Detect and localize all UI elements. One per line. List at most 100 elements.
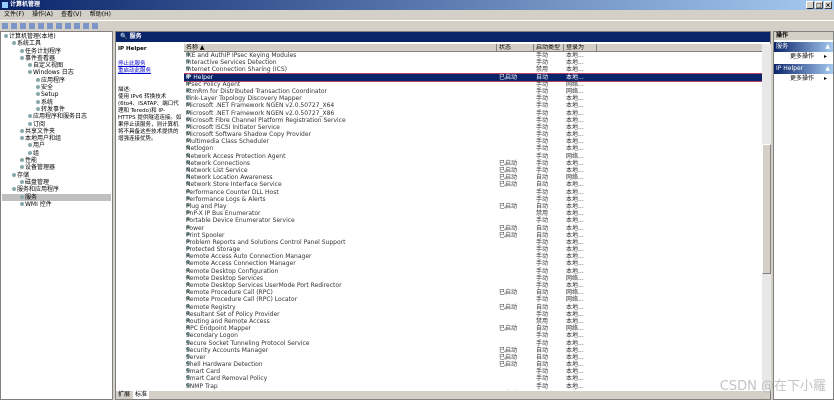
column-name[interactable]: 名称 ▲ [184,44,497,52]
service-row[interactable]: Smart Card Removal Policy 手动 本地... [184,375,762,382]
tree-item[interactable]: 事件查看器 [2,55,111,62]
service-row[interactable]: Security Accounts Manager 已启动 自动 本地... [184,346,762,354]
tree-item[interactable]: WMI 控件 [2,201,111,208]
service-row[interactable]: Microsoft .NET Framework NGEN v2.0.50727… [184,102,762,109]
restart-service-link[interactable]: 重启动此服务 [118,68,152,74]
service-row[interactable]: IPsec Policy Agent 手动 网络... [184,80,762,88]
tree-item[interactable]: 用户 [2,142,111,149]
service-row[interactable]: Secure Socket Tunneling Protocol Service… [184,339,762,347]
service-row[interactable]: Microsoft Software Shadow Copy Provider 手… [184,131,762,138]
service-row[interactable]: Multimedia Class Scheduler 手动 本地... [184,138,762,145]
tree-item[interactable]: 共享文件夹 [2,128,111,135]
help-icon[interactable] [56,23,62,29]
tree-item[interactable]: Windows 日志 [2,69,111,76]
collapse-icon[interactable]: ▲ [825,65,830,72]
tab-extended[interactable]: 扩展 [118,391,131,398]
tree-item[interactable]: 订阅 [2,121,111,128]
tree-item[interactable]: 应用程序和服务日志 [2,113,111,120]
actions-section-services[interactable]: 服务 ▲ [774,42,833,52]
more-actions-services[interactable]: 更多操作 ▸ [774,52,833,62]
service-row[interactable]: Remote Procedure Call (RPC) Locator 手动 网络.… [184,296,762,303]
service-row[interactable]: SNMP Trap 手动 本地... [184,382,762,390]
service-row[interactable]: Shell Hardware Detection 已启动 自动 本地... [184,361,762,368]
service-row[interactable]: Performance Logs & Alerts 手动 本地... [184,195,762,203]
service-row[interactable]: Remote Desktop Configuration 手动 本地... [184,267,762,275]
service-row[interactable]: Protected Storage 手动 本地... [184,246,762,253]
stop-icon[interactable] [74,23,80,29]
service-row[interactable]: IP Helper 已启动 自动 本地... [184,72,762,82]
service-row[interactable]: Internet Connection Sharing (ICS) 禁用 本地... [184,66,762,73]
back-icon[interactable] [2,23,8,29]
service-row[interactable]: Network Connections 已启动 手动 本地... [184,159,762,167]
start-icon[interactable] [65,23,71,29]
service-row[interactable]: Power 已启动 自动 本地... [184,224,762,232]
tree-item[interactable]: 转发事件 [2,106,111,113]
service-row[interactable]: Server 已启动 自动 本地... [184,353,762,361]
service-row[interactable]: Resultant Set of Policy Provider 手动 本地... [184,310,762,318]
service-row[interactable]: Network Access Protection Agent 手动 网络... [184,152,762,160]
actions-section-ip-helper[interactable]: IP Helper ▲ [774,64,833,74]
service-row[interactable]: Interactive Services Detection 手动 本地... [184,59,762,66]
column-status[interactable]: 状态 [497,44,534,52]
tree-item[interactable]: 自定义视图 [2,62,111,69]
tree-item[interactable]: 计算机管理(本地) [2,33,111,40]
minimize-button[interactable]: _ [806,1,814,9]
tree-item[interactable]: 本地用户和组 [2,135,111,142]
maximize-button[interactable]: □ [815,1,823,9]
service-row[interactable]: Smart Card 手动 本地... [184,368,762,375]
service-row[interactable]: Remote Access Connection Manager 手动 本地... [184,260,762,267]
up-icon[interactable] [20,23,26,29]
service-row[interactable]: Secondary Logon 手动 本地... [184,332,762,339]
service-row[interactable]: Print Spooler 已启动 自动 本地... [184,231,762,239]
menu-view[interactable]: 查看(V) [60,11,82,18]
tree-item[interactable]: 服务 [2,193,111,201]
service-row[interactable]: Portable Device Enumerator Service 手动 本地..… [184,217,762,224]
restart-icon[interactable] [92,23,98,29]
service-row[interactable]: Remote Desktop Services 手动 网络... [184,274,762,282]
tree-item[interactable]: 磁盘管理 [2,179,111,186]
collapse-icon[interactable]: ▲ [825,43,830,50]
refresh-icon[interactable] [38,23,44,29]
tree-item[interactable]: 任务计划程序 [2,48,111,55]
more-actions-ip-helper[interactable]: 更多操作 ▸ [774,74,833,84]
menu-help[interactable]: 帮助(H) [89,11,111,18]
vertical-scrollbar[interactable] [762,44,771,390]
menu-file[interactable]: 文件(F) [4,11,25,18]
service-row[interactable]: Link-Layer Topology Discovery Mapper 手动 本地… [184,95,762,102]
service-row[interactable]: PnP-X IP Bus Enumerator 禁用 本地... [184,210,762,217]
service-row[interactable]: Plug and Play 已启动 自动 本地... [184,202,762,210]
tree-item[interactable]: 性能 [2,157,111,164]
service-row[interactable]: Performance Counter DLL Host 手动 本地... [184,188,762,196]
service-row[interactable]: Routing and Remote Access 禁用 本地... [184,317,762,325]
service-row[interactable]: Network Store Interface Service 已启动 自动 本地..… [184,181,762,188]
service-row[interactable]: IKE and AuthIP IPsec Keying Modules 手动 本地.… [184,52,762,59]
service-row[interactable]: Microsoft Fibre Channel Platform Registr… [184,116,762,124]
service-row[interactable]: Remote Desktop Services UserMode Port Re… [184,282,762,289]
export-icon[interactable] [47,23,53,29]
tree-item[interactable]: 服务和应用程序 [2,186,111,193]
tree-item[interactable]: 安全 [2,84,111,91]
tree-item[interactable]: 存储 [2,172,111,179]
tree-item[interactable]: 系统工具 [2,40,111,47]
stop-service-link[interactable]: 停止此服务 [118,61,146,67]
tree-item[interactable]: 设备管理器 [2,164,111,171]
tree-item[interactable]: 系统 [2,99,111,106]
column-startup-type[interactable]: 启动类型 [534,44,564,52]
tree-item[interactable]: 应用程序 [2,77,111,84]
tree-item[interactable]: Setup [2,91,111,98]
service-row[interactable]: Network List Service 已启动 手动 本地... [184,167,762,174]
forward-icon[interactable] [11,23,17,29]
tree-item[interactable]: 组 [2,150,111,157]
column-logon-as[interactable]: 登录为 [564,44,597,52]
close-button[interactable]: × [824,1,832,9]
service-row[interactable]: Problem Reports and Solutions Control Pa… [184,238,762,246]
show-tree-icon[interactable] [29,23,35,29]
service-row[interactable]: Microsoft iSCSI Initiator Service 手动 本地... [184,123,762,131]
menu-action[interactable]: 操作(A) [32,11,53,18]
service-row[interactable]: Network Location Awareness 已启动 自动 网络... [184,174,762,181]
service-row[interactable]: Remote Procedure Call (RPC) 已启动 自动 网络... [184,289,762,296]
service-row[interactable]: Remote Access Auto Connection Manager 手动 本… [184,253,762,260]
tab-standard[interactable]: 标准 [133,391,150,399]
service-row[interactable]: RPC Endpoint Mapper 已启动 自动 网络... [184,325,762,332]
service-row[interactable]: KtmRm for Distributed Transaction Coordi… [184,87,762,95]
